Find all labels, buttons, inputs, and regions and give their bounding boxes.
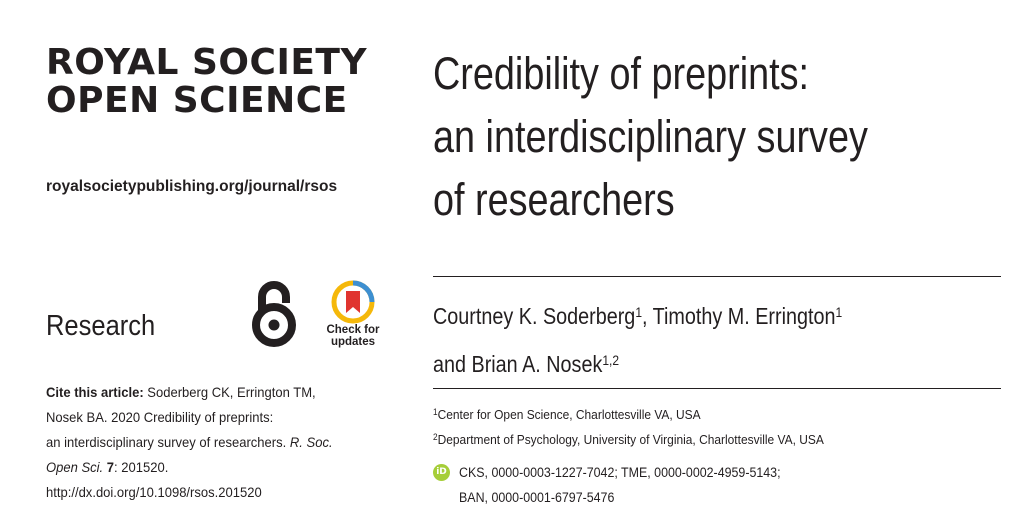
citation-text: : 201520. bbox=[114, 459, 169, 475]
affiliation-text: Center for Open Science, Charlottesville… bbox=[437, 407, 701, 422]
affiliation-item: 2Department of Psychology, University of… bbox=[433, 427, 824, 452]
section-label: Research bbox=[46, 310, 156, 342]
citation-block: Cite this article: Soderberg CK, Erringt… bbox=[46, 380, 396, 505]
journal-name-line1: ROYAL SOCIETY bbox=[46, 42, 368, 83]
affiliation-list: 1Center for Open Science, Charlottesvill… bbox=[433, 402, 824, 452]
check-for-updates-badge[interactable]: Check for updates bbox=[322, 280, 384, 352]
citation-text: Nosek BA. 2020 Credibility of preprints: bbox=[46, 409, 274, 425]
author-affiliation-sup: 1,2 bbox=[602, 352, 620, 368]
author-separator: , bbox=[642, 303, 653, 329]
check-for-updates-line2: updates bbox=[330, 336, 376, 348]
author-affiliation-sup: 1 bbox=[635, 304, 643, 320]
citation-journal: R. Soc. bbox=[289, 434, 333, 450]
citation-doi-link[interactable]: http://dx.doi.org/10.1098/rsos.201520 bbox=[46, 484, 262, 500]
orcid-ids-line2[interactable]: BAN, 0000-0001-6797-5476 bbox=[459, 490, 615, 505]
article-title: Credibility of preprints: an interdiscip… bbox=[433, 42, 868, 231]
author-list: Courtney K. Soderberg1, Timothy M. Errin… bbox=[433, 292, 842, 388]
check-for-updates-icon bbox=[331, 280, 375, 324]
citation-label: Cite this article: bbox=[46, 384, 144, 400]
title-divider bbox=[433, 276, 1001, 277]
journal-url[interactable]: royalsocietypublishing.org/journal/rsos bbox=[46, 178, 338, 195]
author-name: Courtney K. Soderberg bbox=[433, 303, 636, 329]
affiliation-number: 2 bbox=[433, 432, 438, 442]
check-for-updates-line1: Check for bbox=[326, 324, 380, 336]
title-line1: Credibility of preprints: bbox=[433, 48, 810, 99]
author-name: Brian A. Nosek bbox=[471, 351, 603, 377]
journal-name: ROYAL SOCIETY OPEN SCIENCE bbox=[46, 44, 367, 120]
affiliation-item: 1Center for Open Science, Charlottesvill… bbox=[433, 402, 824, 427]
author-and: and bbox=[433, 351, 472, 377]
author-name: Timothy M. Errington bbox=[652, 303, 836, 329]
title-line2: an interdisciplinary survey bbox=[433, 111, 868, 162]
open-access-lock-icon bbox=[250, 281, 298, 347]
citation-journal: Open Sci. bbox=[46, 459, 104, 475]
journal-name-line2: OPEN SCIENCE bbox=[46, 80, 348, 121]
affiliation-number: 1 bbox=[433, 407, 438, 417]
citation-volume: 7 bbox=[106, 459, 115, 475]
affiliation-text: Department of Psychology, University of … bbox=[437, 432, 824, 447]
author-divider bbox=[433, 388, 1001, 389]
orcid-ids-line1[interactable]: CKS, 0000-0003-1227-7042; TME, 0000-0002… bbox=[459, 465, 781, 480]
citation-text: an interdisciplinary survey of researche… bbox=[46, 434, 290, 450]
title-line3: of researchers bbox=[433, 174, 675, 225]
citation-text: Soderberg CK, Errington TM, bbox=[143, 384, 316, 400]
author-affiliation-sup: 1 bbox=[835, 304, 843, 320]
orcid-icon[interactable]: iD bbox=[433, 464, 450, 481]
